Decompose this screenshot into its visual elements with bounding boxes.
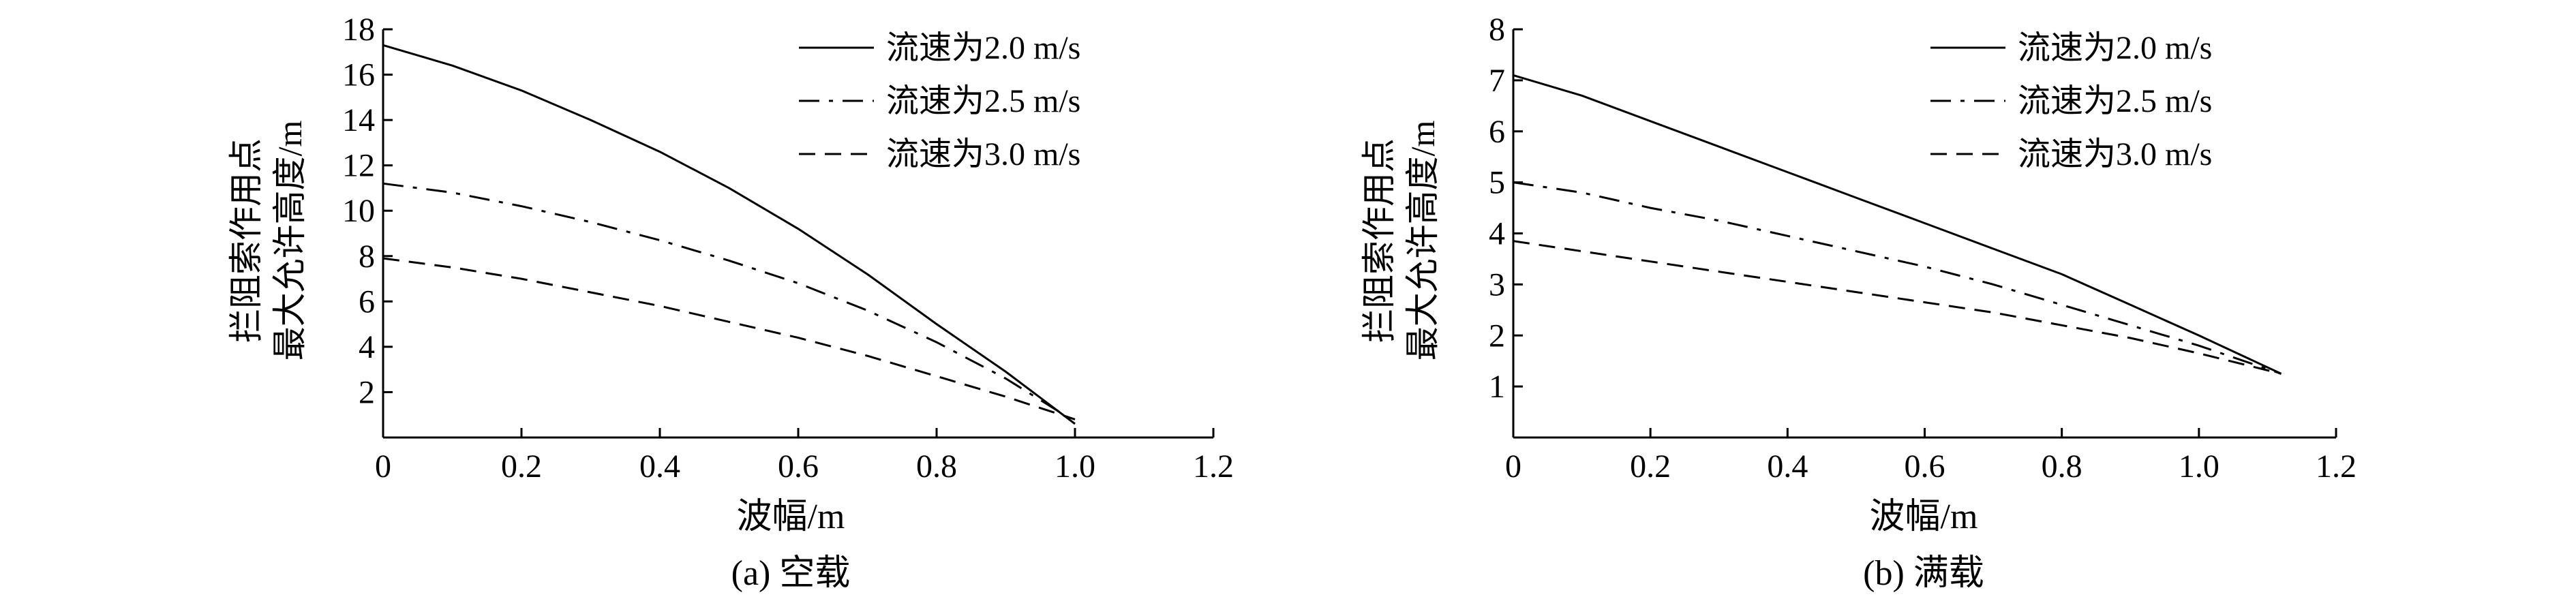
x-tick-label: 1.0 <box>2179 448 2219 485</box>
y-tick-label: 1 <box>1489 369 1505 405</box>
y-tick-label: 8 <box>359 239 375 275</box>
legend-label: 流速为2.5 m/s <box>2018 83 2212 119</box>
x-tick-label: 0.6 <box>778 448 819 485</box>
y-tick-label: 10 <box>342 193 375 229</box>
legend-label: 流速为2.5 m/s <box>886 83 1080 119</box>
y-axis-label: 最大允许高度/m <box>1404 121 1442 361</box>
y-axis-label: 拦阻索作用点 <box>1360 138 1398 343</box>
series-line <box>1513 240 2282 375</box>
x-tick-label: 0.4 <box>639 448 680 485</box>
y-tick-label: 4 <box>1489 216 1505 252</box>
x-tick-label: 1.0 <box>1055 448 1095 485</box>
x-tick-label: 0 <box>1505 448 1521 485</box>
y-tick-label: 12 <box>342 148 375 184</box>
series-line <box>382 257 1076 420</box>
y-tick-label: 18 <box>342 12 375 48</box>
y-tick-label: 7 <box>1489 63 1505 99</box>
x-tick-label: 0.6 <box>1905 448 1945 485</box>
legend-label: 流速为2.0 m/s <box>886 30 1080 66</box>
legend-label: 流速为3.0 m/s <box>2018 136 2212 172</box>
series-line <box>1513 74 2282 375</box>
chart-caption: (a) 空载 <box>731 554 851 593</box>
x-tick-label: 1.2 <box>2316 448 2357 485</box>
legend-label: 流速为2.0 m/s <box>2018 30 2212 66</box>
y-tick-label: 3 <box>1489 266 1505 303</box>
x-tick-label: 0.4 <box>1767 448 1808 485</box>
y-axis-label: 拦阻索作用点 <box>227 138 265 343</box>
y-tick-label: 2 <box>1489 318 1505 354</box>
y-tick-label: 6 <box>359 283 375 320</box>
y-tick-label: 6 <box>1489 114 1505 150</box>
x-tick-label: 0.8 <box>916 448 957 485</box>
x-tick-label: 0.2 <box>501 448 542 485</box>
y-tick-label: 8 <box>1489 12 1505 48</box>
chart-caption: (b) 满载 <box>1863 554 1984 593</box>
x-axis-label: 波幅/m <box>1870 497 1978 536</box>
series-line <box>382 182 1076 423</box>
legend-label: 流速为3.0 m/s <box>886 136 1080 172</box>
y-tick-label: 4 <box>359 329 375 365</box>
x-tick-label: 0 <box>375 448 391 485</box>
x-tick-label: 0.8 <box>2042 448 2082 485</box>
x-axis-label: 波幅/m <box>737 497 845 536</box>
y-tick-label: 5 <box>1489 165 1505 201</box>
x-tick-label: 1.2 <box>1193 448 1234 485</box>
y-tick-label: 2 <box>359 374 375 410</box>
y-tick-label: 14 <box>342 102 375 138</box>
y-tick-label: 16 <box>342 57 375 93</box>
series-line <box>382 44 1076 425</box>
x-tick-label: 0.2 <box>1630 448 1671 485</box>
y-axis-label: 最大允许高度/m <box>271 121 309 361</box>
